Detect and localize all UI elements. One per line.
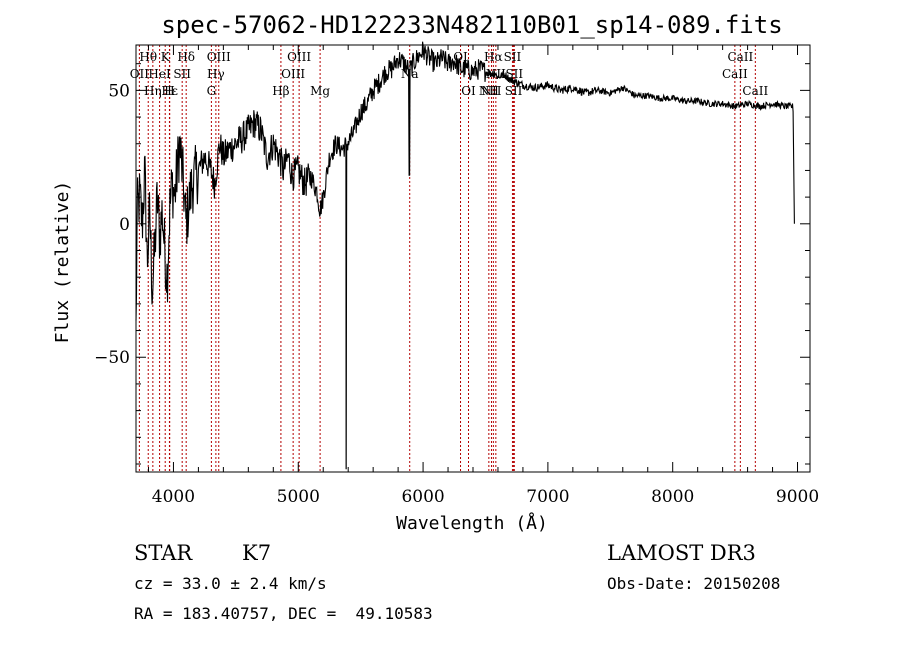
spectral-line-label: Mg bbox=[310, 84, 330, 98]
spectral-line-label: OIII bbox=[281, 67, 305, 81]
spectrum-line bbox=[135, 41, 795, 470]
chart-title: spec-57062-HD122233N482110B01_sp14-089.f… bbox=[161, 11, 782, 39]
spectral-line-label: NII bbox=[479, 84, 499, 98]
spectrum-layer bbox=[135, 41, 795, 470]
x-tick-label: 8000 bbox=[651, 487, 694, 507]
spectral-lines-layer bbox=[138, 45, 756, 472]
x-tick-label: 6000 bbox=[401, 487, 444, 507]
obs-date: Obs-Date: 20150208 bbox=[607, 574, 781, 593]
y-axis-label: Flux (relative) bbox=[52, 181, 73, 344]
y-tick-label: −50 bbox=[94, 348, 130, 368]
spectral-line-label: Hβ bbox=[272, 84, 289, 98]
spectral-line-label: Hε bbox=[161, 84, 178, 98]
spectral-line-label: G bbox=[207, 84, 217, 98]
spectral-line-label: CaII bbox=[742, 84, 768, 98]
y-tick-label: 0 bbox=[119, 215, 130, 235]
spectral-line-label: Hθ bbox=[139, 50, 157, 64]
spectral-subclass: K7 bbox=[242, 541, 272, 565]
spectral-line-label: K bbox=[161, 50, 171, 64]
spectral-line-label: OII bbox=[130, 67, 150, 81]
spectral-line-label: SII bbox=[504, 50, 522, 64]
spectral-line-label: SII bbox=[505, 84, 523, 98]
survey-name: LAMOST DR3 bbox=[607, 541, 756, 565]
coordinates: RA = 183.40757, DEC = 49.10583 bbox=[134, 604, 433, 623]
x-tick-label: 5000 bbox=[277, 487, 320, 507]
axis-ticks: 4000 5000 6000 7000 8000 9000 50 0 −50 bbox=[94, 45, 819, 507]
spectral-line-label: OIII bbox=[287, 50, 311, 64]
spectral-line-label: H bbox=[164, 84, 174, 98]
x-tick-label: 9000 bbox=[776, 487, 819, 507]
spectral-line-label: Hδ bbox=[177, 50, 195, 64]
spectral-line-label: NII bbox=[481, 84, 501, 98]
spectral-line-label: Hη bbox=[144, 84, 162, 98]
x-axis-label: Wavelength (Å) bbox=[396, 512, 548, 534]
object-type: STAR bbox=[134, 541, 193, 565]
spectral-line-label: OI bbox=[461, 84, 476, 98]
spectral-line-label: SII bbox=[173, 67, 191, 81]
spectral-line-label: Hα bbox=[484, 50, 503, 64]
spectral-line-label: CaII bbox=[722, 67, 748, 81]
plot-frame bbox=[135, 44, 811, 473]
x-tick-label: 7000 bbox=[526, 487, 569, 507]
redshift-readout: cz = 33.0 ± 2.4 km/s bbox=[134, 574, 327, 593]
spectral-line-label: CaII bbox=[727, 50, 753, 64]
spectral-line-label: HeI bbox=[148, 67, 171, 81]
y-tick-label: 50 bbox=[108, 81, 130, 101]
x-tick-label: 4000 bbox=[152, 487, 195, 507]
spectral-line-label: Hγ bbox=[207, 67, 225, 81]
spectral-line-label: OIII bbox=[207, 50, 231, 64]
